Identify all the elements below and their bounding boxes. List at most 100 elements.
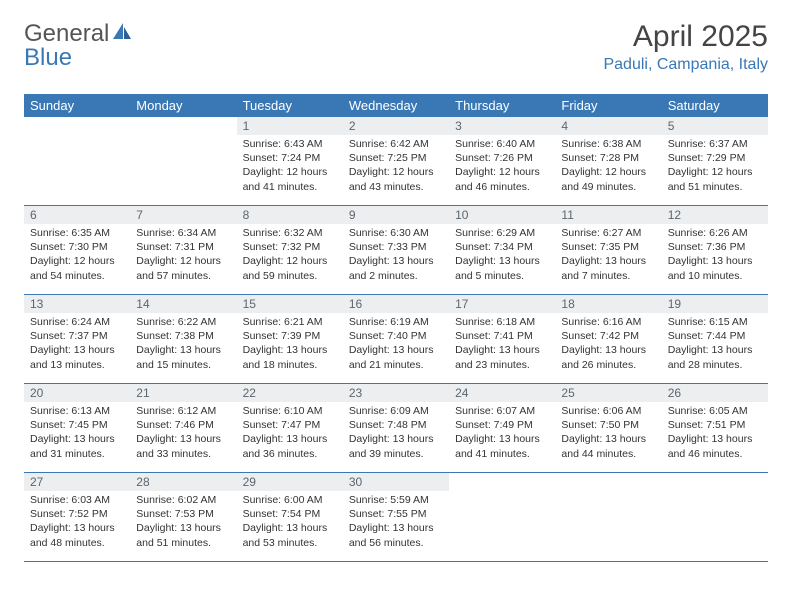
calendar-day-cell: 3Sunrise: 6:40 AMSunset: 7:26 PMDaylight… — [449, 117, 555, 206]
calendar-day-cell: 11Sunrise: 6:27 AMSunset: 7:35 PMDayligh… — [555, 206, 661, 295]
calendar-week-row: 20 Sunrise: 6:13 AMSunset: 7:45 PM Dayligh… — [24, 384, 768, 473]
daylight-text: Daylight: 13 hours and 41 minutes. — [455, 432, 549, 460]
sunset-text: Sunset: 7:54 PM — [243, 507, 337, 521]
sunrise-text: Sunrise: 6:05 AM — [668, 404, 762, 418]
sunset-text: Sunset: 7:41 PM — [455, 329, 549, 343]
location-text: Paduli, Campania, Italy — [603, 56, 768, 74]
sunset-text: Sunset: 7:42 PM — [561, 329, 655, 343]
sunset-text: Sunset: 7:29 PM — [668, 151, 762, 165]
calendar-day-cell: 30Sunrise: 5:59 AMSunset: 7:55 PMDayligh… — [343, 473, 449, 562]
day-number: 18 — [555, 295, 661, 313]
sunrise-text: Sunrise: 6:03 AM — [30, 493, 124, 507]
calendar-day-cell: 15Sunrise: 6:21 AMSunset: 7:39 PMDayligh… — [237, 295, 343, 384]
calendar-day-cell: 16Sunrise: 6:19 AMSunset: 7:40 PMDayligh… — [343, 295, 449, 384]
day-number: 3 — [449, 117, 555, 135]
sunset-text: Sunset: 7:44 PM — [668, 329, 762, 343]
calendar-empty-cell — [24, 117, 130, 206]
calendar-day-cell: 27 Sunrise: 6:03 AMSunset: 7:52 PMDayligh… — [24, 473, 130, 562]
sunset-text: Sunset: 7:50 PM — [561, 418, 655, 432]
sunset-text: Sunset: 7:30 PM — [30, 240, 124, 254]
calendar-day-cell: 4Sunrise: 6:38 AMSunset: 7:28 PMDaylight… — [555, 117, 661, 206]
weekday-header: Friday — [555, 94, 661, 117]
day-number: 4 — [555, 117, 661, 135]
sunrise-text: Sunrise: 6:15 AM — [668, 315, 762, 329]
day-details: Sunrise: 6:43 AMSunset: 7:24 PMDaylight:… — [237, 135, 343, 198]
daylight-text: Daylight: 13 hours and 18 minutes. — [243, 343, 337, 371]
day-number: 11 — [555, 206, 661, 224]
day-details: Sunrise: 6:40 AMSunset: 7:26 PMDaylight:… — [449, 135, 555, 198]
day-number: 6 — [24, 206, 130, 224]
sunset-text: Sunset: 7:45 PM — [30, 418, 124, 432]
day-number: 23 — [343, 384, 449, 402]
calendar-day-cell: 13Sunrise: 6:24 AMSunset: 7:37 PMDayligh… — [24, 295, 130, 384]
sunset-text: Sunset: 7:24 PM — [243, 151, 337, 165]
sunrise-text: Sunrise: 6:34 AM — [136, 226, 230, 240]
sunrise-text: Sunrise: 6:21 AM — [243, 315, 337, 329]
daylight-text: Daylight: 12 hours and 59 minutes. — [243, 254, 337, 282]
day-details: Sunrise: 6:32 AMSunset: 7:32 PMDaylight:… — [237, 224, 343, 287]
sunset-text: Sunset: 7:31 PM — [136, 240, 230, 254]
sunset-text: Sunset: 7:32 PM — [243, 240, 337, 254]
day-details: Sunrise: 6:06 AMSunset: 7:50 PMDaylight:… — [555, 402, 661, 465]
daylight-text: Daylight: 12 hours and 46 minutes. — [455, 165, 549, 193]
weekday-header: Monday — [130, 94, 236, 117]
sunset-text: Sunset: 7:35 PM — [561, 240, 655, 254]
logo-sail-icon — [111, 20, 133, 48]
sunset-text: Sunset: 7:51 PM — [668, 418, 762, 432]
sunset-text: Sunset: 7:46 PM — [136, 418, 230, 432]
sunset-text: Sunset: 7:38 PM — [136, 329, 230, 343]
day-number: 27 — [24, 473, 130, 491]
sunrise-text: Sunrise: 6:09 AM — [349, 404, 443, 418]
calendar-day-cell: 7Sunrise: 6:34 AMSunset: 7:31 PMDaylight… — [130, 206, 236, 295]
daylight-text: Daylight: 13 hours and 56 minutes. — [349, 521, 443, 549]
sunset-text: Sunset: 7:25 PM — [349, 151, 443, 165]
calendar-table: SundayMondayTuesdayWednesdayThursdayFrid… — [24, 94, 768, 562]
sunrise-text: Sunrise: 6:13 AM — [30, 404, 124, 418]
daylight-text: Daylight: 13 hours and 7 minutes. — [561, 254, 655, 282]
day-details: Sunrise: 6:27 AMSunset: 7:35 PMDaylight:… — [555, 224, 661, 287]
calendar-day-cell: 23Sunrise: 6:09 AMSunset: 7:48 PMDayligh… — [343, 384, 449, 473]
daylight-text: Daylight: 13 hours and 2 minutes. — [349, 254, 443, 282]
day-number: 7 — [130, 206, 236, 224]
day-details: Sunrise: 6:38 AMSunset: 7:28 PMDaylight:… — [555, 135, 661, 198]
day-number: 30 — [343, 473, 449, 491]
day-details: Sunrise: 6:29 AMSunset: 7:34 PMDaylight:… — [449, 224, 555, 287]
sunset-text: Sunset: 7:40 PM — [349, 329, 443, 343]
day-number: 2 — [343, 117, 449, 135]
calendar-day-cell: 17Sunrise: 6:18 AMSunset: 7:41 PMDayligh… — [449, 295, 555, 384]
calendar-week-row: 27Sunrise: 6:03 AMSunset: 7:52 PMDayligh… — [24, 473, 768, 562]
calendar-empty-cell — [449, 473, 555, 562]
daylight-text: Daylight: 13 hours and 5 minutes. — [455, 254, 549, 282]
day-number: 22 — [237, 384, 343, 402]
sunset-text: Sunset: 7:47 PM — [243, 418, 337, 432]
calendar-empty-cell — [555, 473, 661, 562]
sunset-text: Sunset: 7:49 PM — [455, 418, 549, 432]
calendar-day-cell: 1Sunrise: 6:43 AMSunset: 7:24 PMDaylight… — [237, 117, 343, 206]
day-number: 16 — [343, 295, 449, 313]
day-details: Sunrise: 6:07 AMSunset: 7:49 PMDaylight:… — [449, 402, 555, 465]
daylight-text: Daylight: 13 hours and 48 minutes. — [30, 521, 124, 549]
day-number: 8 — [237, 206, 343, 224]
daylight-text: Daylight: 13 hours and 21 minutes. — [349, 343, 443, 371]
day-details: Sunrise: 6:21 AMSunset: 7:39 PMDaylight:… — [237, 313, 343, 376]
day-number: 26 — [662, 384, 768, 402]
day-number: 28 — [130, 473, 236, 491]
calendar-week-row: 1Sunrise: 6:43 AMSunset: 7:24 PMDaylight… — [24, 117, 768, 206]
sunset-text: Sunset: 7:53 PM — [136, 507, 230, 521]
daylight-text: Daylight: 13 hours and 10 minutes. — [668, 254, 762, 282]
day-details: Sunrise: 6:18 AMSunset: 7:41 PMDaylight:… — [449, 313, 555, 376]
day-number: 9 — [343, 206, 449, 224]
calendar-day-cell: 18Sunrise: 6:16 AMSunset: 7:42 PMDayligh… — [555, 295, 661, 384]
day-details: Sunrise: 6:35 AMSunset: 7:30 PMDaylight:… — [24, 224, 130, 287]
day-details: Sunrise: 6:34 AMSunset: 7:31 PMDaylight:… — [130, 224, 236, 287]
day-number: 20 — [24, 384, 130, 402]
calendar-day-cell: 5Sunrise: 6:37 AMSunset: 7:29 PMDaylight… — [662, 117, 768, 206]
sunset-text: Sunset: 7:48 PM — [349, 418, 443, 432]
calendar-day-cell: 12Sunrise: 6:26 AMSunset: 7:36 PMDayligh… — [662, 206, 768, 295]
sunset-text: Sunset: 7:52 PM — [30, 507, 124, 521]
day-number: 25 — [555, 384, 661, 402]
sunrise-text: Sunrise: 6:18 AM — [455, 315, 549, 329]
day-number: 5 — [662, 117, 768, 135]
sunset-text: Sunset: 7:33 PM — [349, 240, 443, 254]
day-number: 19 — [662, 295, 768, 313]
